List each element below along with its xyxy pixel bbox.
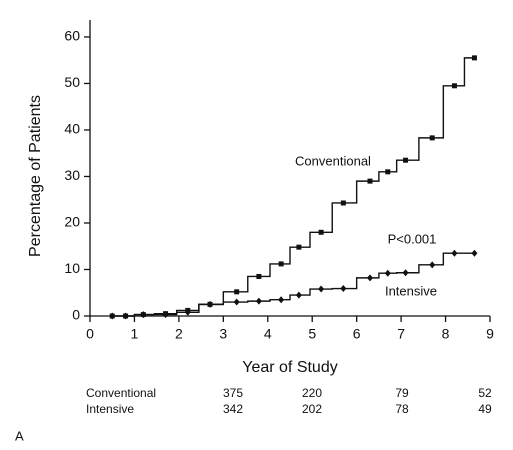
- annotation: Conventional: [295, 153, 371, 168]
- step-segment: [165, 311, 188, 316]
- marker: [471, 55, 477, 61]
- y-tick-label: 0: [72, 307, 80, 323]
- step-segment: [281, 246, 299, 265]
- y-tick-label: 60: [64, 28, 80, 44]
- step-segment: [125, 313, 144, 317]
- risk-count: 220: [302, 386, 322, 400]
- step-segment: [298, 231, 322, 248]
- x-axis-label: Year of Study: [242, 359, 337, 376]
- y-axis-label: Percentage of Patients: [27, 95, 44, 257]
- step-segment: [236, 275, 259, 293]
- y-tick-label: 50: [64, 74, 80, 90]
- step-segment: [210, 301, 237, 306]
- x-tick-label: 8: [442, 326, 450, 342]
- step-segment: [432, 252, 455, 266]
- risk-count: 52: [478, 386, 492, 400]
- x-tick-label: 0: [86, 326, 94, 342]
- y-tick-label: 40: [64, 121, 80, 137]
- step-segment: [432, 85, 455, 139]
- step-segment: [343, 180, 370, 204]
- step-segment: [258, 299, 282, 302]
- step-segment: [321, 202, 344, 233]
- step-segment: [370, 171, 388, 182]
- step-segment: [258, 263, 282, 278]
- y-tick-label: 30: [64, 167, 80, 183]
- risk-count: 78: [395, 402, 409, 416]
- annotation: Intensive: [385, 283, 437, 298]
- x-tick-label: 6: [353, 326, 361, 342]
- x-tick-label: 3: [219, 326, 227, 342]
- step-segment: [281, 294, 299, 301]
- x-tick-label: 2: [175, 326, 183, 342]
- risk-row-label: Intensive: [86, 402, 134, 416]
- step-segment: [387, 159, 406, 173]
- y-tick-label: 10: [64, 260, 80, 276]
- step-segment: [298, 288, 322, 296]
- panel-label: A: [15, 428, 24, 443]
- x-tick-label: 9: [486, 326, 494, 342]
- step-segment: [405, 137, 433, 161]
- risk-count: 202: [302, 402, 322, 416]
- x-tick-label: 1: [131, 326, 139, 342]
- step-segment: [343, 277, 370, 290]
- risk-count: 342: [223, 402, 243, 416]
- step-segment: [370, 272, 388, 279]
- step-segment: [454, 57, 475, 87]
- x-tick-label: 7: [397, 326, 405, 342]
- risk-count: 375: [223, 386, 243, 400]
- step-segment: [236, 300, 259, 303]
- annotation: P<0.001: [388, 231, 437, 246]
- risk-count: 79: [395, 386, 409, 400]
- risk-row-label: Conventional: [86, 386, 156, 400]
- risk-count: 49: [478, 402, 492, 416]
- y-tick-label: 20: [64, 214, 80, 230]
- x-tick-label: 5: [308, 326, 316, 342]
- step-segment: [405, 264, 433, 274]
- x-tick-label: 4: [264, 326, 272, 342]
- step-segment: [187, 303, 210, 313]
- marker: [471, 249, 478, 257]
